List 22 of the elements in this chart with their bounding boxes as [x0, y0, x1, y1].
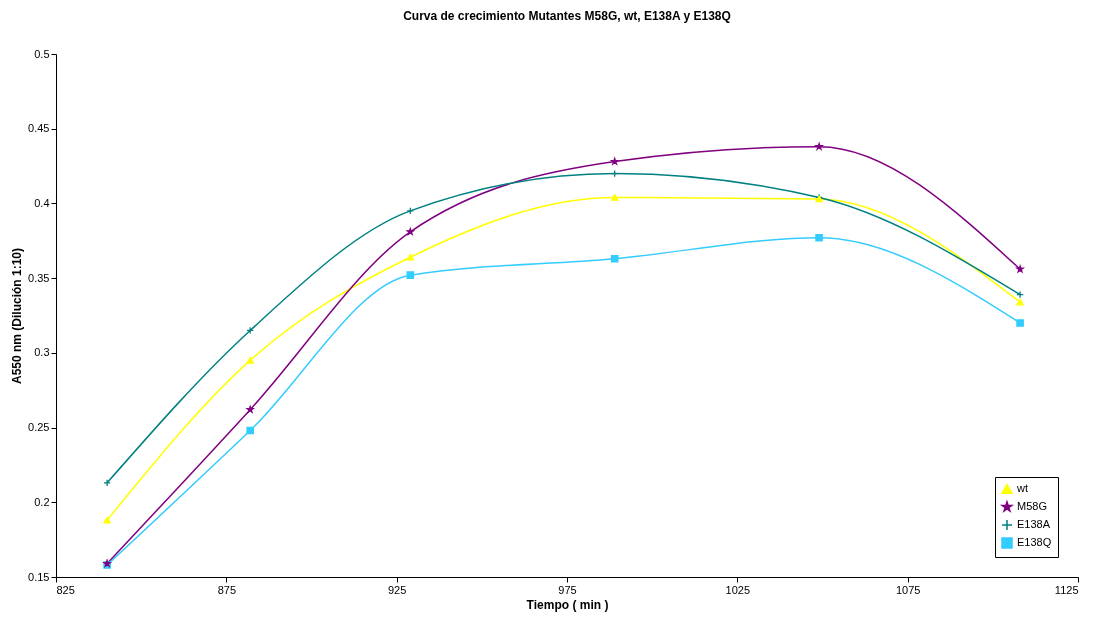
x-tick-label: 875 [217, 583, 237, 596]
legend-label: M58G [1017, 500, 1047, 512]
y-tick-label: 0.45 [28, 122, 50, 135]
x-tick-label: 1125 [1054, 583, 1079, 596]
y-axis-title: A550 nm (Dilución 1:10) [10, 247, 25, 385]
x-tick-label: 925 [387, 583, 407, 596]
x-tick-label: 1025 [725, 583, 751, 596]
x-axis-title: Tiempo ( min ) [526, 597, 609, 612]
y-tick-label: 0.15 [28, 570, 50, 583]
chart-title: Curva de crecimiento Mutantes M58G, wt, E138A y E138Q [403, 9, 731, 23]
y-tick-label: 0.2 [34, 495, 50, 508]
y-tick-label: 0.3 [34, 346, 50, 359]
x-tick-label: 825 [56, 583, 75, 596]
y-tick-label: 0.4 [34, 196, 50, 209]
legend-label: E138Q [1017, 536, 1052, 548]
x-tick-label: 1075 [895, 583, 921, 596]
legend-label: E138A [1017, 518, 1051, 530]
y-tick-label: 0.35 [28, 271, 50, 284]
x-tick-label: 975 [558, 583, 577, 596]
y-tick-label: 0.25 [28, 421, 50, 434]
y-tick-label: 0.5 [34, 47, 50, 60]
legend-label: wt [1016, 482, 1028, 494]
